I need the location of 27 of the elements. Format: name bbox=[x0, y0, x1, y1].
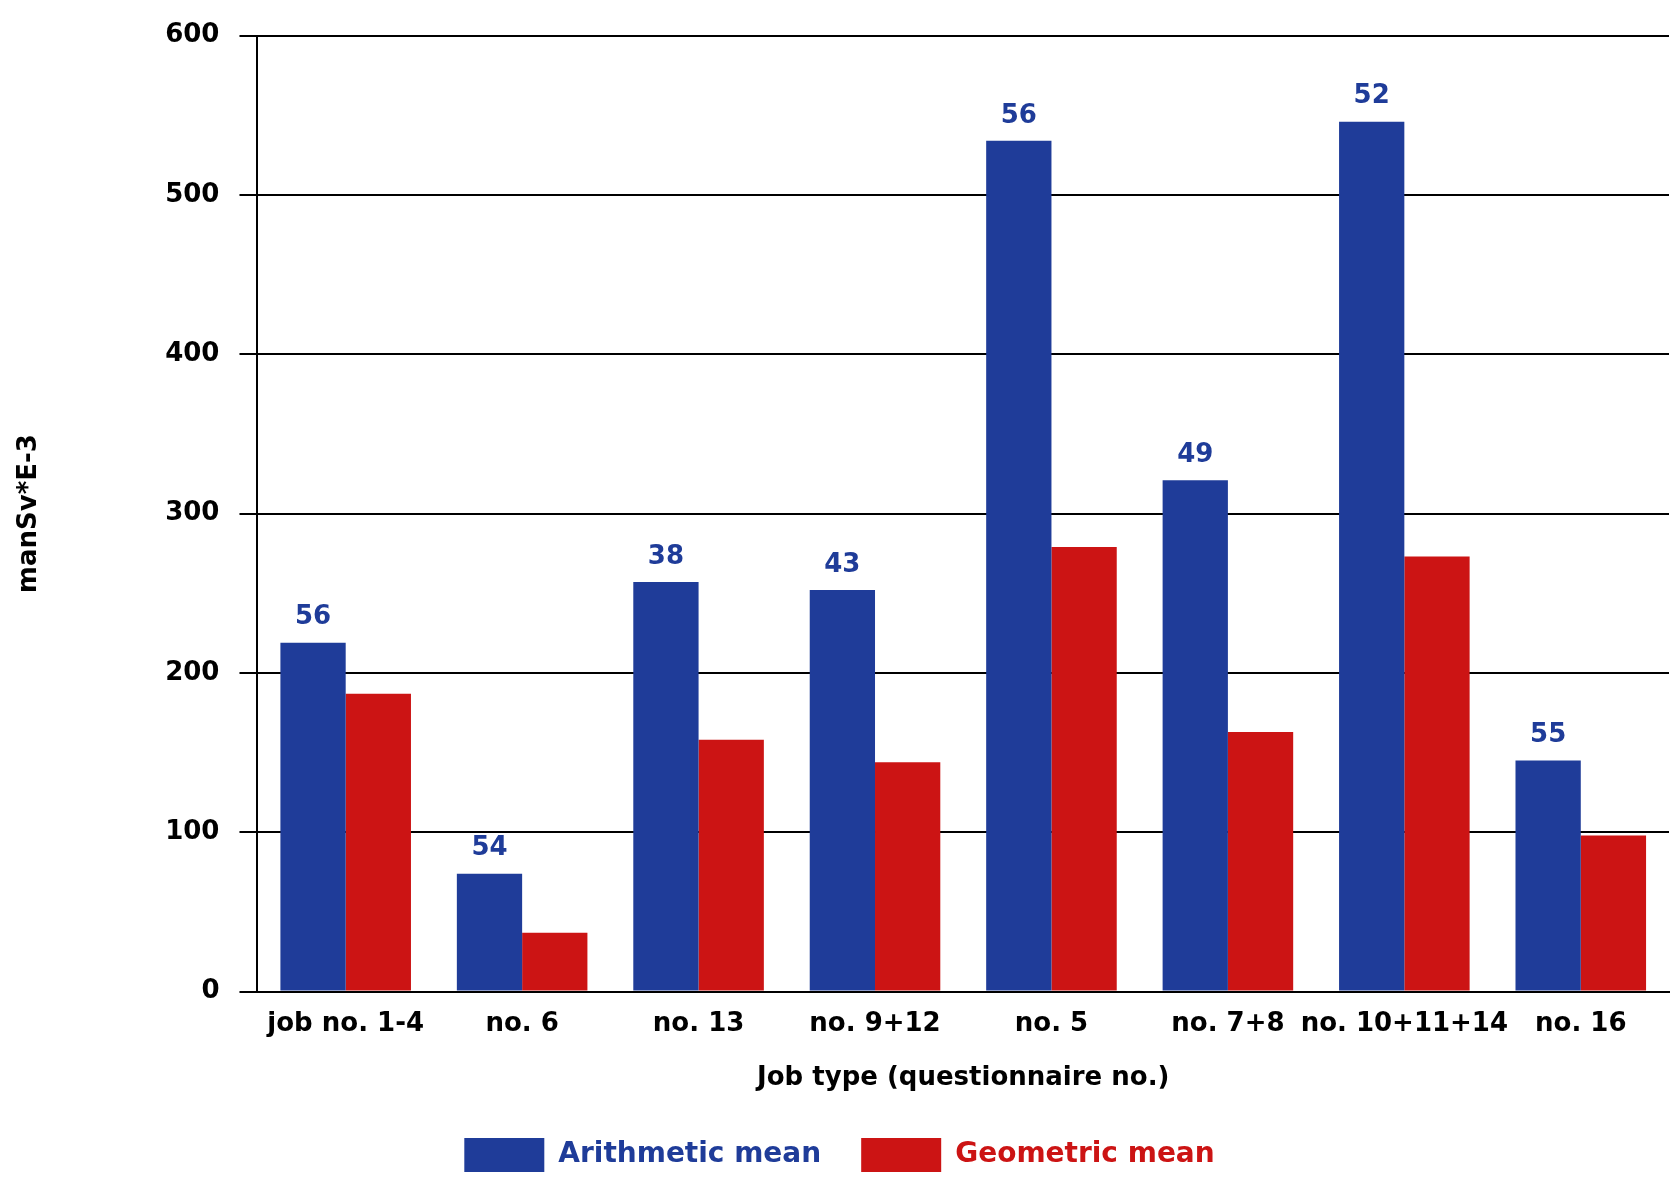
y-tick-label: 400 bbox=[165, 337, 220, 368]
annotation: 55 bbox=[1530, 718, 1567, 749]
y-tick-label: 300 bbox=[165, 496, 220, 527]
annotation: 56 bbox=[294, 600, 332, 631]
annotation: 49 bbox=[1177, 437, 1214, 468]
x-tick-label: no. 9+12 bbox=[809, 1006, 941, 1037]
y-tick-label: 200 bbox=[165, 655, 220, 686]
annotation: 54 bbox=[471, 831, 508, 862]
legend-label: Arithmetic mean bbox=[558, 1136, 822, 1170]
x-tick-label: no. 16 bbox=[1535, 1006, 1627, 1037]
y-tick-label: 600 bbox=[165, 18, 220, 49]
x-tick-label: no. 13 bbox=[652, 1006, 745, 1037]
x-tick-label: job no. 1-4 bbox=[266, 1006, 425, 1037]
y-axis-title: manSv*E-3 bbox=[12, 434, 43, 594]
annotation: 52 bbox=[1353, 79, 1390, 110]
x-tick-label: no. 10+11+14 bbox=[1300, 1006, 1509, 1037]
x-tick-label: no. 7+8 bbox=[1171, 1006, 1285, 1037]
annotation: 43 bbox=[824, 547, 861, 578]
y-tick-label: 100 bbox=[165, 815, 220, 846]
x-tick-label: no. 6 bbox=[485, 1006, 559, 1037]
annotation: 38 bbox=[647, 539, 685, 570]
legend-label: Geometric mean bbox=[955, 1136, 1215, 1170]
y-tick-label: 0 bbox=[201, 974, 220, 1005]
annotation: 56 bbox=[1000, 98, 1037, 129]
x-axis-title: Job type (questionnaire no.) bbox=[755, 1061, 1170, 1092]
y-tick-label: 500 bbox=[165, 177, 220, 208]
x-tick-label: no. 5 bbox=[1014, 1006, 1089, 1037]
